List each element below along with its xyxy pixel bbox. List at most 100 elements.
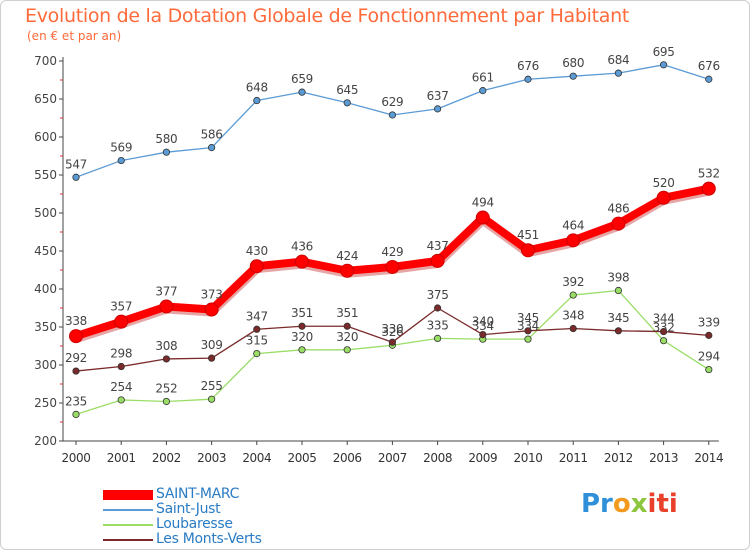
x-tick-label-2004: 2004	[242, 451, 271, 465]
data-point-saint-marc-2000	[69, 329, 83, 344]
data-label-saint-just-2009: 661	[472, 71, 494, 85]
data-label-saint-marc-2010: 451	[517, 228, 539, 242]
data-point-saint-just-2004	[253, 96, 261, 105]
x-tick-label-2000: 2000	[62, 451, 91, 465]
legend-item-saint-just: Saint-Just	[103, 501, 343, 517]
y-tick-label-400: 400	[34, 282, 57, 296]
data-point-loubaresse-2011	[569, 291, 577, 299]
data-label-saint-marc-2000: 338	[65, 314, 87, 328]
data-point-saint-marc-2007	[385, 259, 400, 274]
data-label-les-monts-verts-2002: 308	[155, 339, 177, 353]
data-label-saint-just-2011: 680	[562, 56, 584, 70]
data-point-saint-marc-2005	[295, 254, 309, 269]
data-point-les-monts-verts-2011	[569, 324, 577, 333]
data-label-loubaresse-2004: 315	[246, 334, 268, 348]
data-point-les-monts-verts-2000	[72, 367, 80, 375]
data-label-loubaresse-2001: 254	[110, 380, 132, 394]
data-label-les-monts-verts-2000: 292	[65, 351, 87, 365]
data-label-loubaresse-2003: 255	[201, 379, 223, 393]
data-label-les-monts-verts-2010: 345	[517, 311, 539, 325]
data-label-saint-just-2013: 695	[653, 45, 675, 59]
data-point-les-monts-verts-2007	[388, 338, 396, 346]
data-label-saint-marc-2006: 424	[336, 249, 358, 263]
y-tick-label-650: 650	[34, 92, 57, 106]
data-label-loubaresse-2000: 235	[65, 394, 87, 408]
data-point-les-monts-verts-2012	[614, 327, 623, 335]
data-point-les-monts-verts-2014	[705, 331, 713, 339]
chart-subtitle: (en € et par an)	[27, 29, 122, 43]
chart-legend: SAINT-MARC Saint-Just Loubaresse Les Mon…	[103, 486, 343, 547]
y-tick-label-250: 250	[34, 396, 57, 410]
y-tick-label-600: 600	[34, 130, 57, 144]
proxiti-logo: Proxiti	[581, 489, 678, 519]
data-point-saint-marc-2011	[566, 233, 581, 248]
data-point-les-monts-verts-2009	[479, 330, 487, 339]
series-line-saint-just	[75, 64, 709, 178]
data-point-saint-just-2007	[388, 111, 396, 119]
data-label-saint-just-2014: 676	[698, 59, 720, 73]
data-point-saint-marc-2009	[475, 210, 490, 225]
data-point-saint-marc-2001	[114, 314, 129, 329]
legend-swatch-loubaresse	[103, 523, 153, 526]
data-label-les-monts-verts-2008: 375	[427, 288, 449, 302]
data-label-loubaresse-2011: 392	[562, 275, 584, 289]
data-point-saint-marc-2004	[249, 259, 264, 274]
data-label-saint-marc-2013: 520	[653, 176, 675, 190]
data-point-saint-just-2014	[705, 75, 713, 83]
x-tick-label-2008: 2008	[423, 451, 452, 465]
data-point-saint-just-2009	[479, 87, 487, 95]
legend-label-loubaresse: Loubaresse	[156, 516, 233, 532]
data-label-saint-marc-2012: 486	[607, 202, 629, 216]
data-point-saint-just-2002	[162, 148, 170, 156]
x-tick-label-2006: 2006	[333, 451, 362, 465]
data-point-saint-marc-2014	[701, 181, 716, 196]
data-label-loubaresse-2002: 252	[155, 381, 177, 395]
data-label-loubaresse-2014: 294	[698, 350, 720, 364]
data-label-les-monts-verts-2013: 344	[653, 312, 675, 326]
data-label-saint-just-2007: 629	[381, 95, 403, 109]
data-label-saint-marc-2005: 436	[291, 240, 313, 254]
data-point-saint-just-2001	[117, 156, 125, 165]
chart-title: Evolution de la Dotation Globale de Fonc…	[25, 5, 630, 27]
data-point-saint-just-2003	[208, 144, 216, 152]
x-tick-label-2007: 2007	[378, 451, 407, 465]
x-tick-label-2014: 2014	[694, 451, 723, 465]
data-label-saint-just-2003: 586	[201, 128, 223, 142]
legend-label-les-monts-verts: Les Monts-Verts	[156, 531, 262, 547]
data-label-les-monts-verts-2003: 309	[201, 338, 223, 352]
y-tick-label-500: 500	[34, 206, 57, 220]
data-label-saint-marc-2003: 373	[201, 288, 223, 302]
x-tick-label-2011: 2011	[559, 451, 588, 465]
data-label-loubaresse-2006: 320	[336, 330, 358, 344]
data-point-saint-marc-2010	[521, 243, 535, 258]
data-label-saint-just-2004: 648	[246, 81, 268, 95]
data-point-les-monts-verts-2003	[208, 354, 216, 362]
data-point-loubaresse-2010	[524, 335, 532, 343]
y-tick-label-300: 300	[34, 358, 57, 372]
y-tick-label-550: 550	[34, 168, 57, 182]
data-label-saint-just-2000: 547	[65, 157, 87, 171]
data-label-loubaresse-2008: 335	[427, 318, 449, 332]
x-tick-label-2005: 2005	[288, 451, 317, 465]
data-point-les-monts-verts-2005	[298, 322, 306, 330]
data-label-saint-marc-2011: 464	[562, 218, 584, 232]
data-point-saint-just-2006	[343, 99, 351, 107]
legend-swatch-les-monts-verts	[103, 538, 153, 541]
x-tick-label-2012: 2012	[604, 451, 633, 465]
data-point-les-monts-verts-2010	[524, 327, 532, 335]
legend-swatch-saint-marc	[103, 489, 153, 500]
legend-swatch-saint-just	[103, 508, 153, 511]
data-label-saint-marc-2014: 532	[698, 167, 720, 181]
data-label-saint-marc-2001: 357	[110, 300, 132, 314]
data-point-loubaresse-2013	[659, 337, 668, 345]
data-point-loubaresse-2006	[343, 346, 351, 354]
data-label-saint-marc-2002: 377	[155, 284, 177, 298]
data-point-saint-just-2012	[614, 69, 623, 77]
data-label-saint-just-2006: 645	[336, 83, 358, 97]
data-label-les-monts-verts-2005: 351	[291, 306, 313, 320]
legend-item-les-monts-verts: Les Monts-Verts	[103, 531, 343, 547]
data-point-loubaresse-2005	[298, 346, 306, 354]
data-point-saint-just-2008	[433, 105, 442, 113]
y-tick-label-200: 200	[34, 434, 57, 448]
